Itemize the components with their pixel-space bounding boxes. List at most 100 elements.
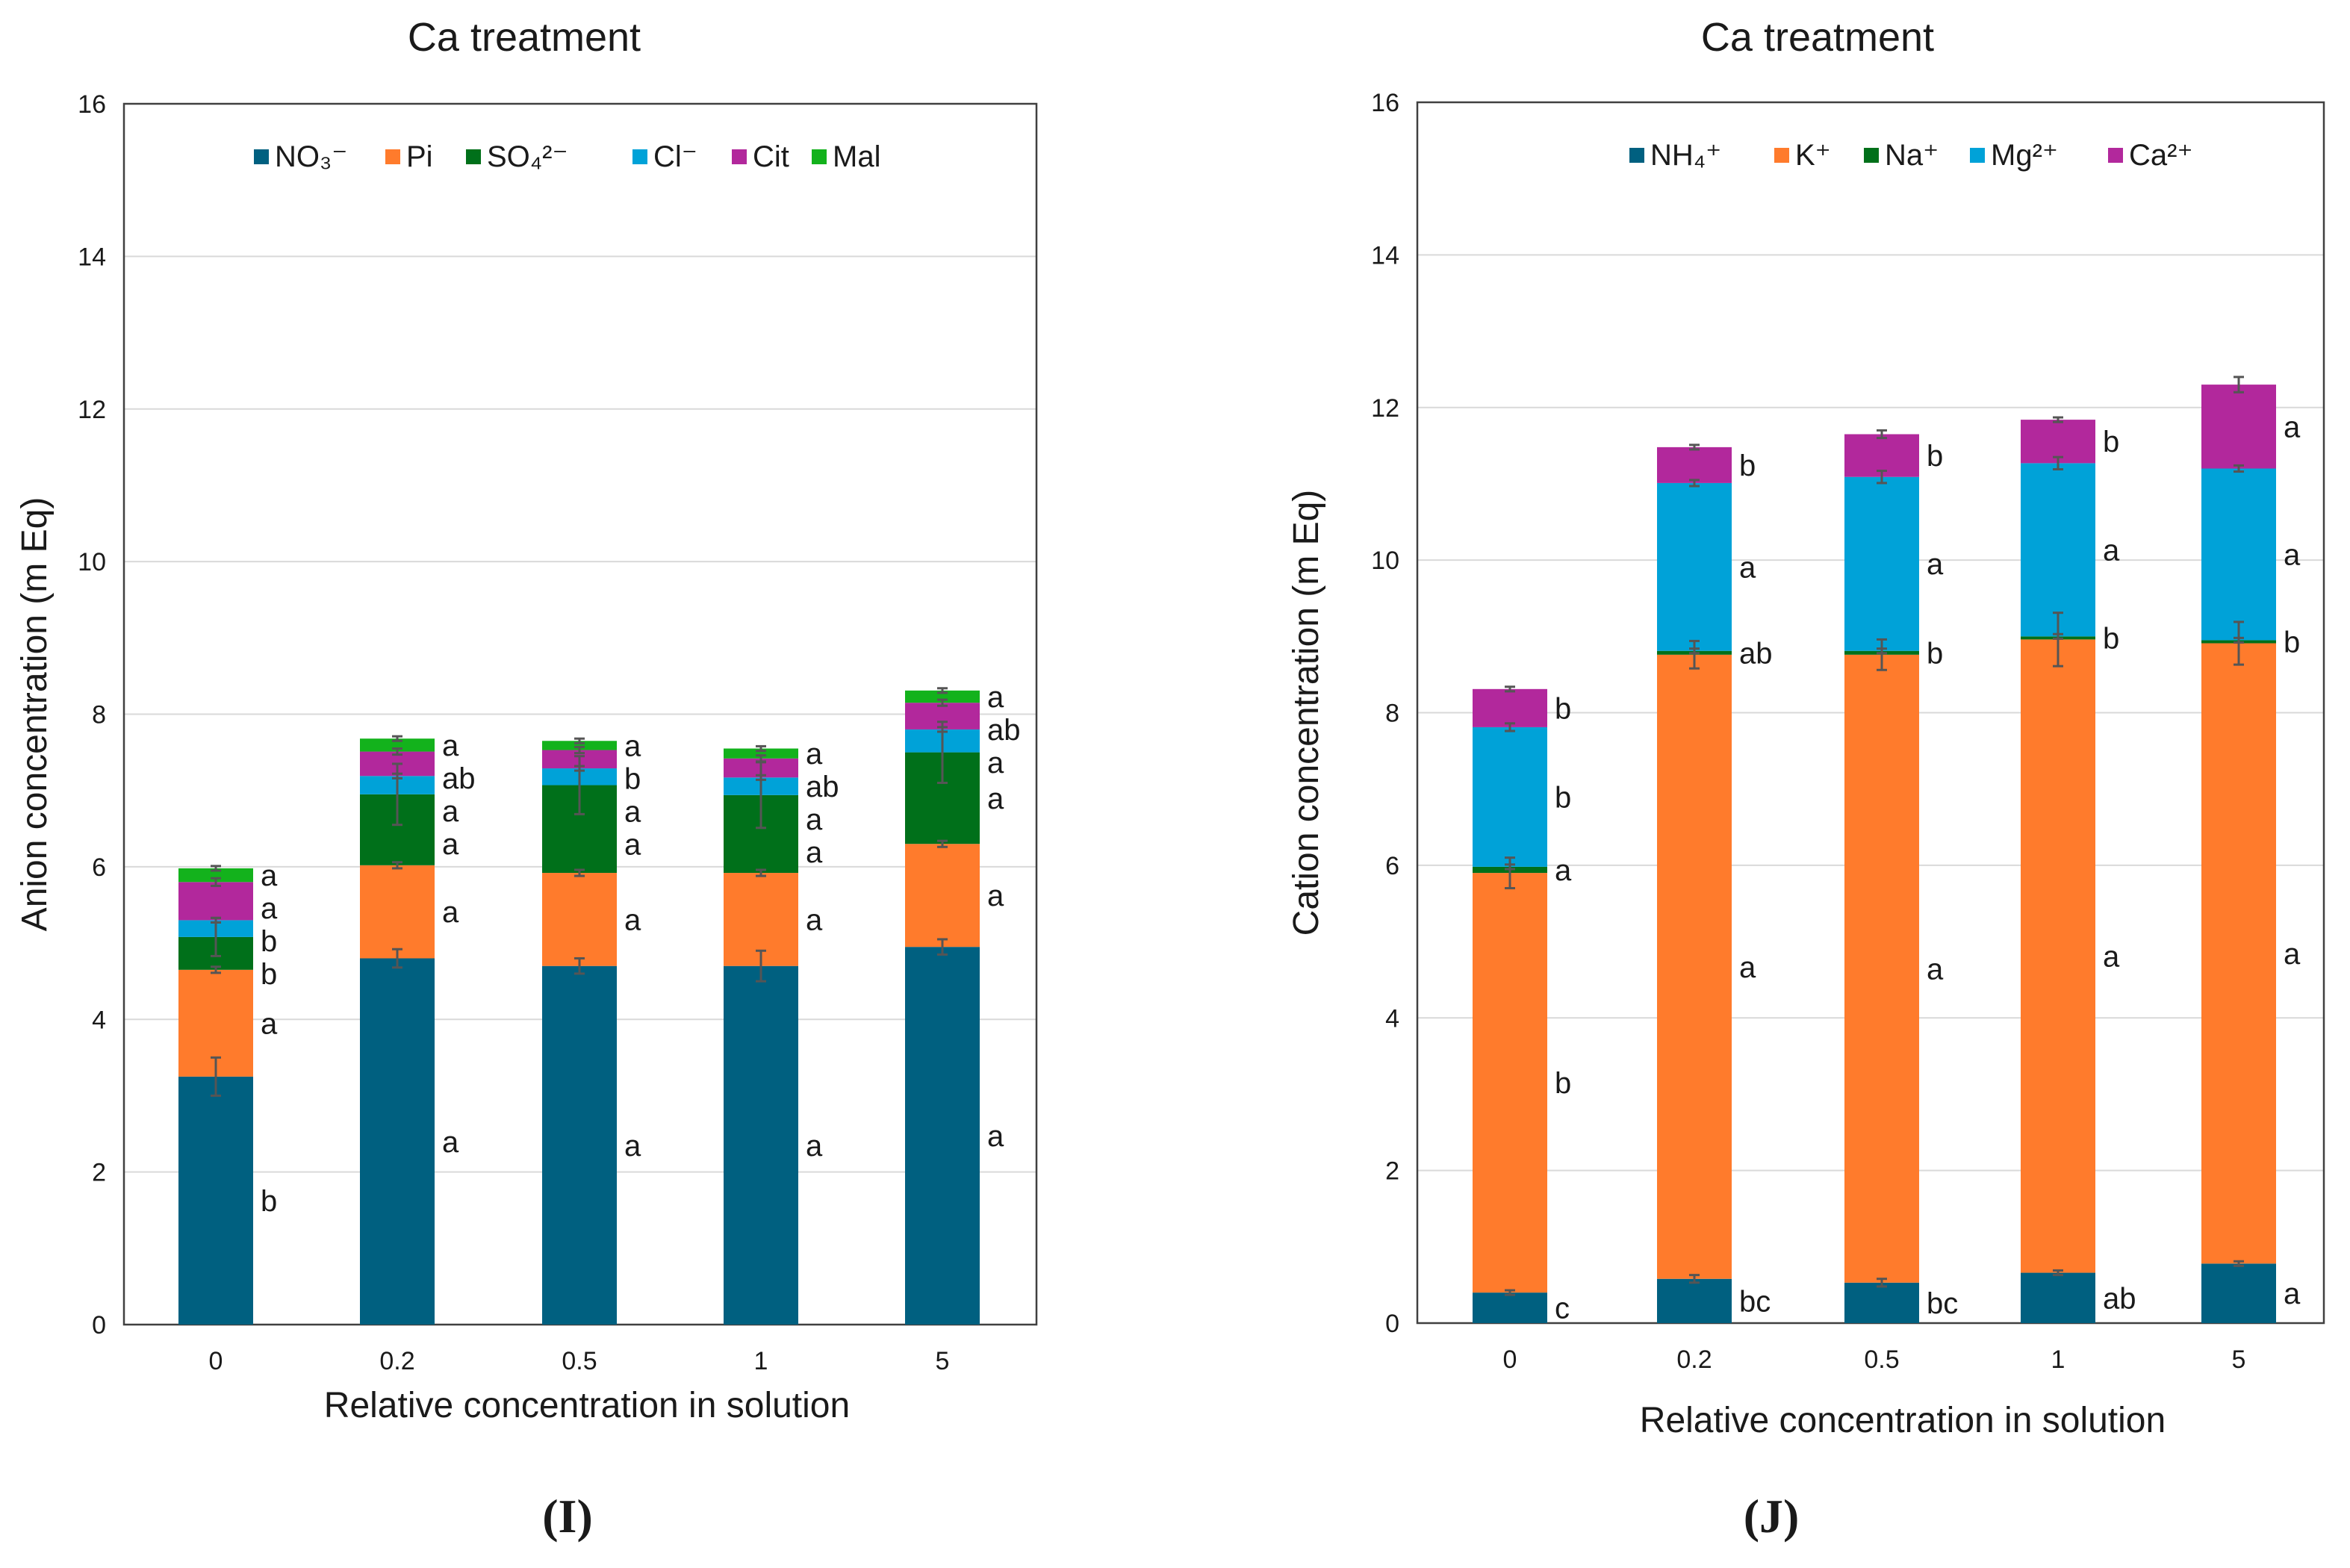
significance-letter: b <box>2103 622 2119 655</box>
x-axis-title: Relative concentration in solution <box>1640 1401 2166 1440</box>
legend-swatch <box>812 149 827 164</box>
chart-panel-2: 0246810121416cbabb0bcaabab0.2bcabab0.5ab… <box>1287 15 2325 1543</box>
significance-letter: a <box>261 1007 278 1040</box>
legend-label: NH₄⁺ <box>1650 139 1721 172</box>
bar-segment <box>2201 1263 2276 1323</box>
y-axis-title: Anion concentration (m Eq) <box>15 497 55 932</box>
legend-label: Mal <box>833 140 880 173</box>
y-tick-label: 12 <box>78 396 106 424</box>
y-tick-label: 2 <box>92 1159 106 1187</box>
legend-swatch <box>1864 148 1879 163</box>
y-tick-label: 8 <box>92 701 106 729</box>
significance-letter: a <box>987 783 1004 815</box>
bar-segment <box>542 741 617 750</box>
significance-letter: a <box>1927 953 1944 986</box>
bar-segment <box>360 958 435 1325</box>
y-axis-title: Cation concentration (m Eq) <box>1287 490 1326 936</box>
significance-letter: bc <box>1739 1285 1771 1318</box>
significance-letter: a <box>987 880 1004 912</box>
significance-letter: a <box>2284 411 2301 444</box>
legend-swatch <box>632 149 647 164</box>
bar-segment <box>178 882 253 921</box>
legend-label: Mg²⁺ <box>1991 139 2058 172</box>
bar-segment <box>905 690 980 703</box>
bar-segment <box>1473 1292 1547 1323</box>
bar-segment <box>1844 476 1919 651</box>
bar-segment <box>2201 468 2276 641</box>
panel-label: (I) <box>542 1490 593 1543</box>
legend-swatch <box>1774 148 1789 163</box>
legend-swatch <box>732 149 747 164</box>
significance-letter: ab <box>1739 637 1773 670</box>
significance-letter: a <box>261 859 278 892</box>
y-tick-label: 4 <box>1385 1004 1399 1033</box>
y-tick-label: 6 <box>92 853 106 882</box>
legend-label: SO₄²⁻ <box>487 140 568 173</box>
significance-letter: a <box>624 729 641 762</box>
x-tick-label: 0.2 <box>1676 1345 1712 1374</box>
significance-letter: a <box>442 1126 459 1159</box>
bar-segment <box>1473 727 1547 867</box>
y-tick-label: 4 <box>92 1006 106 1034</box>
bar-segment <box>2021 639 2095 1273</box>
legend-swatch <box>254 149 269 164</box>
significance-letter: a <box>1555 854 1572 887</box>
significance-letter: a <box>261 892 278 925</box>
significance-letter: a <box>2103 534 2120 567</box>
significance-letter: ab <box>806 771 839 803</box>
significance-letter: a <box>624 828 641 861</box>
significance-letter: b <box>1555 781 1571 814</box>
y-tick-label: 0 <box>1385 1310 1399 1338</box>
x-tick-label: 0 <box>209 1347 223 1375</box>
legend-label: Cit <box>753 140 789 173</box>
legend-label: Na⁺ <box>1885 139 1939 172</box>
significance-letter: bc <box>1927 1287 1958 1320</box>
significance-letter: a <box>2284 938 2301 971</box>
bar-segment <box>905 947 980 1325</box>
legend-label: Cl⁻ <box>653 140 697 173</box>
y-tick-label: 6 <box>1385 852 1399 880</box>
significance-letter: a <box>1739 951 1756 984</box>
significance-letter: a <box>987 747 1004 780</box>
bar-segment <box>360 738 435 752</box>
x-tick-label: 0.2 <box>379 1347 414 1375</box>
legend-swatch <box>385 149 400 164</box>
x-tick-label: 0 <box>1503 1345 1517 1374</box>
bar-segment <box>724 965 798 1325</box>
significance-letter: b <box>624 762 641 795</box>
legend-label: Pi <box>406 140 433 173</box>
significance-letter: a <box>624 903 641 936</box>
bar-segment <box>905 844 980 948</box>
significance-letter: b <box>1927 440 1943 473</box>
panel-label: (J) <box>1744 1490 1800 1543</box>
significance-letter: a <box>624 795 641 828</box>
significance-letter: a <box>806 1130 823 1163</box>
significance-letter: a <box>442 828 459 861</box>
y-tick-label: 8 <box>1385 700 1399 728</box>
legend-swatch <box>1970 148 1985 163</box>
significance-letter: b <box>1739 449 1756 482</box>
chart-title: Ca treatment <box>1701 15 1934 60</box>
bar-segment <box>1657 482 1732 651</box>
bar-segment <box>178 1076 253 1325</box>
significance-letter: c <box>1555 1292 1570 1325</box>
y-tick-label: 10 <box>1371 547 1399 575</box>
bar-segment <box>2021 463 2095 637</box>
significance-letter: ab <box>987 714 1021 747</box>
bar-segment <box>2201 385 2276 469</box>
y-tick-label: 12 <box>1371 394 1399 423</box>
significance-letter: a <box>2103 940 2120 973</box>
chart-panel-1: 0246810121416babbaa0aaaaaba0.2aaaaba0.5a… <box>15 15 1038 1543</box>
significance-letter: a <box>806 803 823 836</box>
significance-letter: a <box>806 738 823 771</box>
x-tick-label: 0.5 <box>1864 1345 1899 1374</box>
significance-letter: b <box>1927 637 1943 670</box>
bar-segment <box>1473 873 1547 1293</box>
significance-letter: a <box>2284 538 2301 571</box>
bar-segment <box>724 748 798 759</box>
significance-letter: b <box>261 958 277 991</box>
y-tick-label: 0 <box>92 1311 106 1340</box>
bar-segment <box>1657 447 1732 483</box>
significance-letter: a <box>806 903 823 936</box>
